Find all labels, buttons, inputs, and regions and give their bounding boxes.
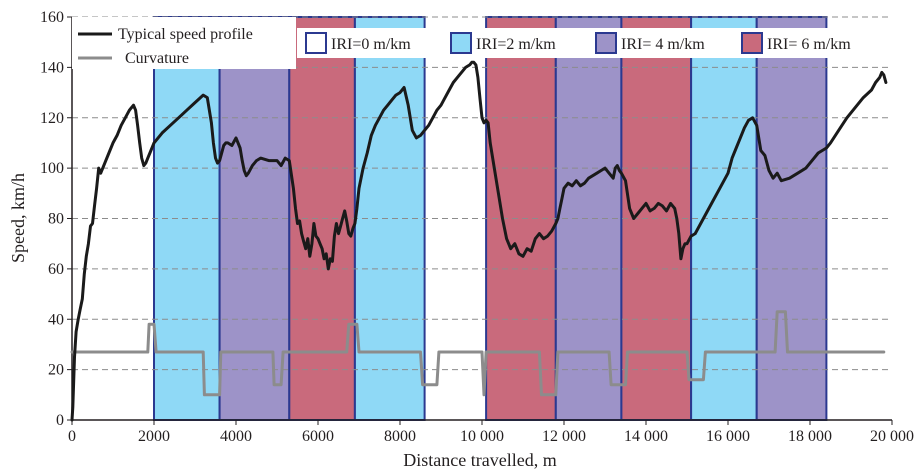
x-tick-label: 4000 [220,428,252,445]
y-tick-label: 160 [40,9,64,26]
x-tick-label: 2000 [138,428,170,445]
legend-iri4-label: IRI= 4 m/km [621,36,705,53]
x-tick-label: 14 000 [624,428,668,445]
y-tick-label: 60 [48,261,64,278]
legend-iri0-label: IRI=0 m/km [331,36,411,53]
y-tick-label: 120 [40,110,64,127]
legend-iri4-swatch [595,32,617,54]
legend-iri0-swatch [305,32,327,54]
x-axis-title: Distance travelled, m [403,450,556,470]
axes: 0 20 40 60 80 100 120 140 160 0 2000 4000 6000 8000 10… [40,9,914,445]
y-tick-label: 100 [40,160,64,177]
x-tick-label: 12 000 [542,428,586,445]
legend-iri6-label: IRI= 6 m/km [767,36,851,53]
x-tick-label: 18 000 [788,428,832,445]
legend-curvature-label: Curvature [125,50,189,67]
x-tick-label: 10 000 [460,428,504,445]
speed-profile-line [70,60,888,422]
legend-iri2-label: IRI=2 m/km [476,36,556,53]
series-legend-background [72,17,296,69]
legend-speed-label: Typical speed profile [118,26,253,43]
x-tick-label: 20 000 [870,428,914,445]
y-tick-label: 140 [40,59,64,76]
y-tick-label: 20 [48,362,64,379]
legend-iri2-swatch [450,32,472,54]
y-tick-label: 40 [48,311,64,328]
iri-legend: IRI=0 m/km IRI=2 m/km IRI= 4 m/km IRI= 6… [297,28,894,58]
y-tick-label: 0 [56,412,64,429]
y-axis-title: Speed, km/h [8,173,28,263]
y-tick-label: 80 [48,211,64,228]
x-tick-label: 6000 [302,428,334,445]
x-tick-label: 8000 [384,428,416,445]
x-tick-label: 16 000 [706,428,750,445]
curvature-line [70,310,886,397]
legend-iri6-swatch [741,32,763,54]
series-legend: Typical speed profile Curvature [72,17,296,69]
x-tick-label: 0 [68,428,76,445]
series [70,60,888,422]
